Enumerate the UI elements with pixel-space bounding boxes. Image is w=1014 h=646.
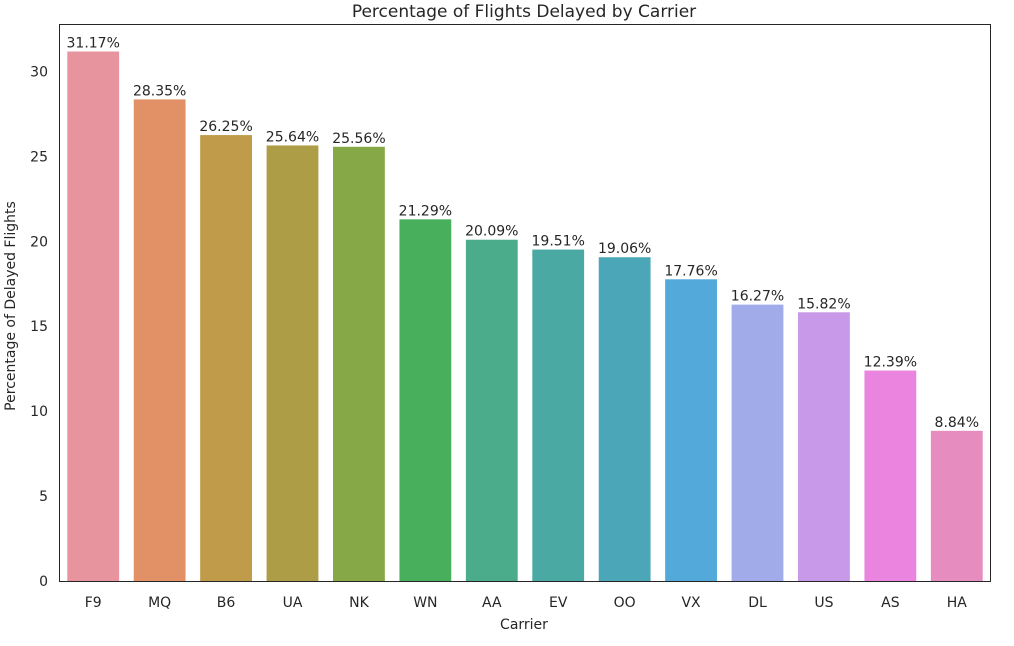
x-tick-label-f9: F9 <box>85 595 102 611</box>
data-label-b6: 26.25% <box>199 119 252 135</box>
x-tick-label-wn: WN <box>413 595 437 611</box>
bar-ev <box>532 249 585 581</box>
data-label-f9: 31.17% <box>67 36 120 52</box>
x-tick-label-oo: OO <box>614 595 636 611</box>
data-label-ha: 8.84% <box>935 415 979 431</box>
y-tick-label-20: 20 <box>30 234 48 250</box>
x-axis-label: Carrier <box>500 617 548 633</box>
x-tick-label-us: US <box>814 595 833 611</box>
y-tick-label-30: 30 <box>30 64 48 80</box>
bar-as <box>864 370 917 581</box>
data-label-ev: 19.51% <box>532 234 585 250</box>
bar-vx <box>665 279 717 581</box>
y-tick-label-15: 15 <box>30 319 48 335</box>
bar-oo <box>598 257 651 581</box>
data-label-mq: 28.35% <box>133 83 186 99</box>
bars-group <box>67 51 983 582</box>
x-tick-label-mq: MQ <box>148 595 171 611</box>
y-tick-label-10: 10 <box>30 404 48 420</box>
plot-area-frame <box>59 24 991 582</box>
bar-us <box>798 312 850 581</box>
x-tick-label-b6: B6 <box>217 595 236 611</box>
x-tick-label-as: AS <box>881 595 900 611</box>
data-label-oo: 19.06% <box>598 241 651 257</box>
data-label-ua: 25.64% <box>266 129 319 145</box>
y-axis-label: Percentage of Delayed Flights <box>3 201 19 411</box>
x-axis-ticks: F9 MQ B6 UA NK WN AA EV OO VX DL US AS HA <box>85 595 968 611</box>
data-label-aa: 20.09% <box>465 224 518 240</box>
bar-f9 <box>67 51 120 581</box>
x-tick-label-dl: DL <box>748 595 767 611</box>
data-label-wn: 21.29% <box>399 203 452 219</box>
data-label-vx: 17.76% <box>664 263 717 279</box>
y-tick-label-25: 25 <box>30 149 48 165</box>
bar-aa <box>465 239 518 581</box>
x-tick-label-ha: HA <box>947 595 968 611</box>
bar-dl <box>731 304 784 581</box>
data-label-dl: 16.27% <box>731 289 784 305</box>
x-tick-label-ev: EV <box>549 595 568 611</box>
bar-b6 <box>200 135 252 581</box>
bar-ha <box>930 430 983 581</box>
bar-ua <box>266 145 319 581</box>
data-labels-group: 31.17% 28.35% 26.25% 25.64% 25.56% 21.29% 20.0… <box>67 36 980 431</box>
y-axis-ticks: 0 5 10 15 20 25 30 <box>30 64 48 590</box>
bar-mq <box>133 99 186 581</box>
bar-wn <box>399 219 452 581</box>
data-label-as: 12.39% <box>864 355 917 371</box>
x-tick-label-vx: VX <box>681 595 701 611</box>
data-label-nk: 25.56% <box>332 131 385 147</box>
x-tick-label-aa: AA <box>482 595 502 611</box>
y-tick-label-5: 5 <box>39 489 48 505</box>
data-label-us: 15.82% <box>797 296 850 312</box>
chart-title: Percentage of Flights Delayed by Carrier <box>352 2 696 22</box>
bar-nk <box>333 146 385 582</box>
x-tick-label-nk: NK <box>349 595 369 611</box>
y-tick-label-0: 0 <box>39 574 48 590</box>
x-tick-label-ua: UA <box>283 595 303 611</box>
